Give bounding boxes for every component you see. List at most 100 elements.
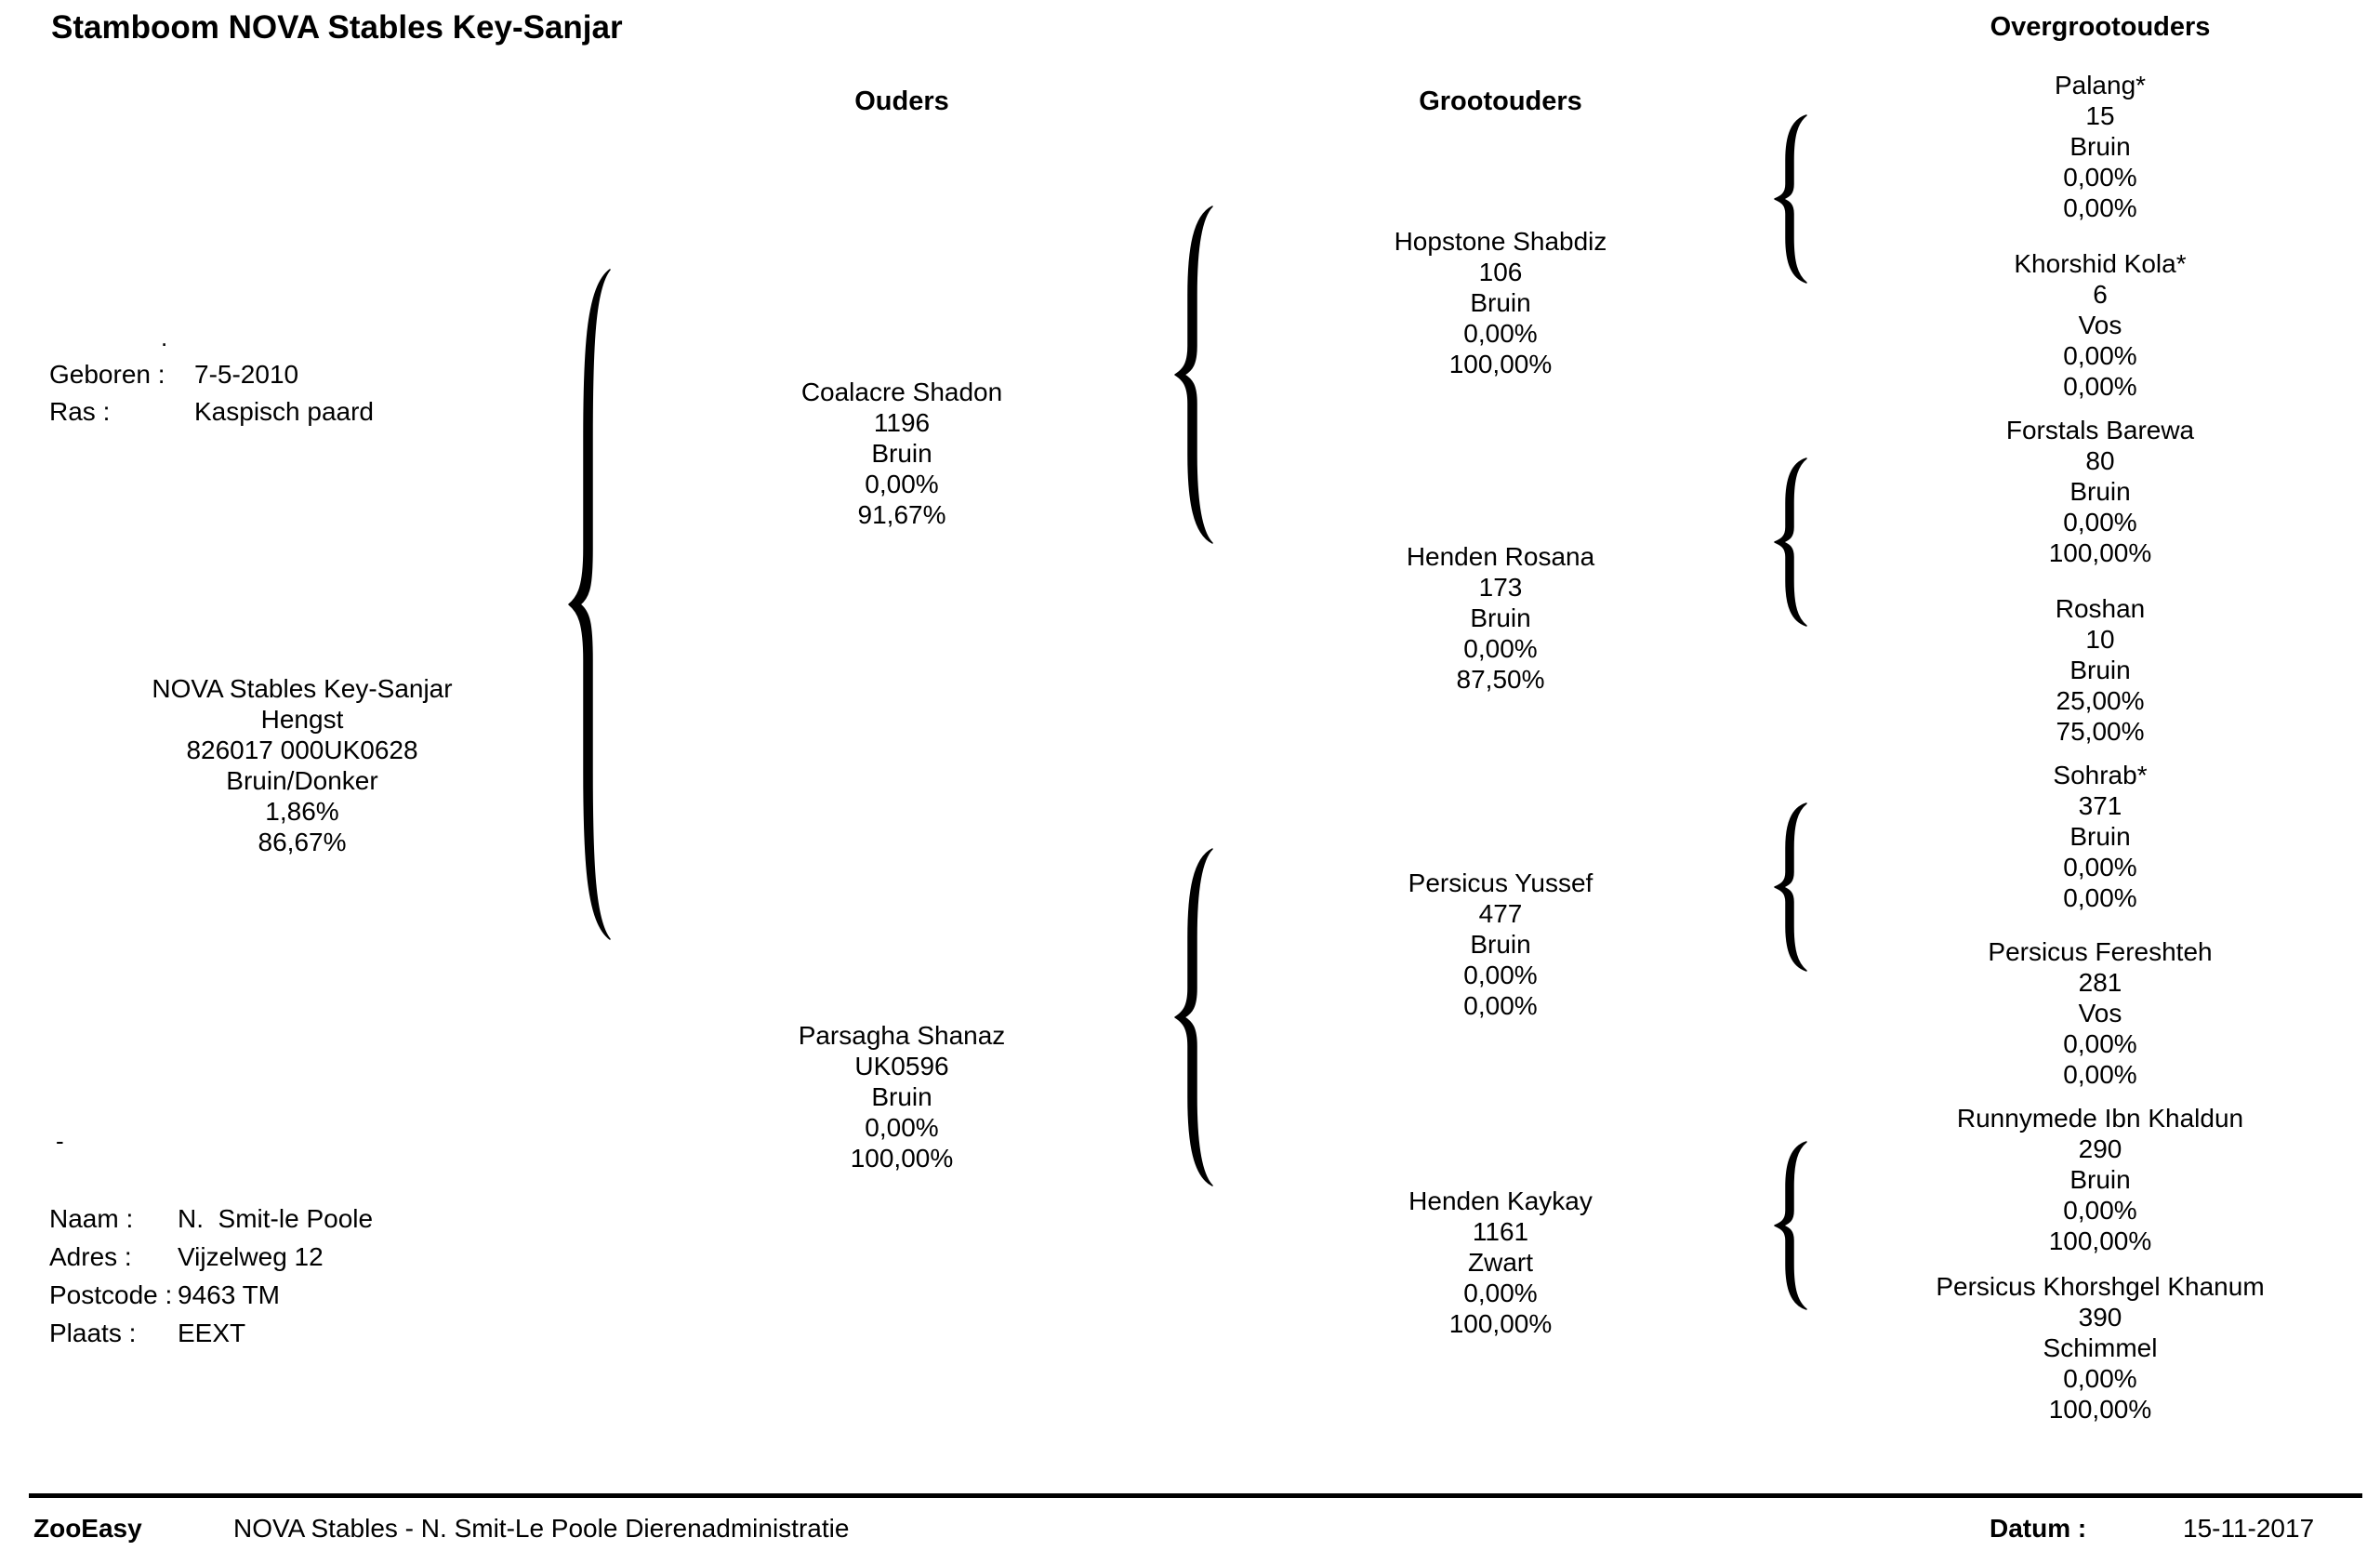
horse-registration: 371 xyxy=(2078,791,2122,820)
subject-horse: NOVA Stables Key-Sanjar Hengst 826017 00… xyxy=(60,673,544,857)
horse-name: Runnymede Ibn Khaldun xyxy=(1956,1104,2244,1133)
horse-name: Henden Kaykay xyxy=(1408,1186,1593,1215)
horse-color: Bruin xyxy=(2069,132,2131,161)
horse-color: Bruin xyxy=(871,1082,932,1111)
horse-name: Parsagha Shanaz xyxy=(798,1021,1006,1050)
horse-percentage-1: 0,00% xyxy=(1463,319,1538,348)
horse-percentage-1: 1,86% xyxy=(265,797,339,826)
parent-sire: Coalacre Shadon 1196 Bruin 0,00% 91,67% xyxy=(660,377,1144,530)
footer-brand: ZooEasy xyxy=(33,1514,142,1543)
horse-registration: 1161 xyxy=(1472,1217,1529,1246)
grandparent-3: Persicus Yussef 477 Bruin 0,00% 0,00% xyxy=(1259,868,1742,1021)
horse-percentage-2: 0,00% xyxy=(2063,372,2137,401)
birth-info: Geboren : 7-5-2010 Ras : Kaspisch paard xyxy=(49,356,421,431)
horse-color: Vos xyxy=(2078,999,2122,1027)
horse-percentage-1: 0,00% xyxy=(865,470,939,498)
horse-registration: 1196 xyxy=(873,408,931,437)
brace-great-grandparents-4 xyxy=(1774,1141,1807,1310)
horse-registration: 281 xyxy=(2078,968,2122,997)
horse-registration: 106 xyxy=(1478,258,1523,286)
column-header-grandparents: Grootouders xyxy=(1419,86,1582,116)
horse-registration: 15 xyxy=(2085,101,2115,130)
horse-name: Khorshid Kola* xyxy=(2014,249,2187,278)
great-grandparent-3: Forstals Barewa 80 Bruin 0,00% 100,00% xyxy=(1858,415,2342,568)
horse-percentage-1: 0,00% xyxy=(2063,163,2137,192)
horse-percentage-2: 100,00% xyxy=(1448,350,1553,378)
great-grandparent-2: Khorshid Kola* 6 Vos 0,00% 0,00% xyxy=(1858,248,2342,402)
horse-name: Hopstone Shabdiz xyxy=(1394,227,1607,256)
horse-color: Bruin/Donker xyxy=(226,766,378,795)
horse-percentage-2: 0,00% xyxy=(2063,1060,2137,1089)
horse-percentage-2: 0,00% xyxy=(1463,991,1538,1020)
horse-percentage-2: 0,00% xyxy=(2063,193,2137,222)
born-label: Geboren : xyxy=(49,360,165,389)
horse-percentage-2: 100,00% xyxy=(2048,1226,2152,1255)
brace-grandparents-2 xyxy=(1174,848,1213,1186)
horse-name: Coalacre Shadon xyxy=(800,378,1003,406)
grandparent-1: Hopstone Shabdiz 106 Bruin 0,00% 100,00% xyxy=(1259,226,1742,379)
horse-color: Bruin xyxy=(2069,1165,2131,1194)
owner-address-label: Adres : xyxy=(49,1242,132,1271)
footer-date-value: 15-11-2017 xyxy=(2183,1514,2315,1543)
horse-percentage-1: 0,00% xyxy=(865,1113,939,1142)
horse-color: Bruin xyxy=(871,439,932,468)
owner-postcode-value: 9463 TM xyxy=(178,1280,280,1309)
horse-percentage-1: 0,00% xyxy=(2063,508,2137,537)
owner-postcode-label: Postcode : xyxy=(49,1280,173,1309)
horse-registration: UK0596 xyxy=(854,1052,949,1080)
horse-percentage-2: 87,50% xyxy=(1456,665,1545,694)
horse-name: Persicus Fereshteh xyxy=(1988,937,2213,966)
horse-registration: 290 xyxy=(2078,1134,2122,1163)
horse-color: Bruin xyxy=(1470,930,1531,959)
horse-registration: 477 xyxy=(1478,899,1523,928)
horse-color: Bruin xyxy=(1470,288,1531,317)
horse-sex: Hengst xyxy=(260,705,344,734)
horse-percentage-1: 0,00% xyxy=(2063,1364,2137,1393)
stray-mark: - xyxy=(56,1127,64,1155)
parent-dam: Parsagha Shanaz UK0596 Bruin 0,00% 100,0… xyxy=(660,1020,1144,1173)
horse-name: Palang* xyxy=(2054,71,2147,99)
horse-percentage-2: 0,00% xyxy=(2063,883,2137,912)
horse-percentage-2: 100,00% xyxy=(1448,1309,1553,1338)
horse-name: Persicus Yussef xyxy=(1408,868,1593,897)
great-grandparent-7: Runnymede Ibn Khaldun 290 Bruin 0,00% 10… xyxy=(1858,1103,2342,1256)
horse-color: Vos xyxy=(2078,311,2122,339)
horse-color: Bruin xyxy=(2069,656,2131,684)
horse-percentage-1: 25,00% xyxy=(2056,686,2145,715)
horse-registration: 10 xyxy=(2085,625,2115,654)
page-title: Stamboom NOVA Stables Key-Sanjar xyxy=(51,9,623,46)
horse-registration: 826017 000UK0628 xyxy=(186,736,418,764)
horse-percentage-2: 91,67% xyxy=(857,500,946,529)
born-value: 7-5-2010 xyxy=(194,360,299,389)
owner-name-value: N. Smit-le Poole xyxy=(178,1204,374,1233)
brace-great-grandparents-1 xyxy=(1774,114,1807,284)
horse-percentage-2: 86,67% xyxy=(258,828,347,856)
horse-name: Henden Rosana xyxy=(1406,542,1595,571)
horse-name: Roshan xyxy=(2055,594,2146,623)
horse-percentage-2: 100,00% xyxy=(850,1144,954,1173)
great-grandparent-5: Sohrab* 371 Bruin 0,00% 0,00% xyxy=(1858,760,2342,913)
footer-date-label: Datum : xyxy=(1990,1514,2087,1543)
column-header-parents: Ouders xyxy=(854,86,949,116)
horse-percentage-1: 0,00% xyxy=(1463,961,1538,989)
horse-percentage-1: 0,00% xyxy=(1463,634,1538,663)
great-grandparent-4: Roshan 10 Bruin 25,00% 75,00% xyxy=(1858,593,2342,747)
footer-organization: NOVA Stables - N. Smit-Le Poole Dierenad… xyxy=(233,1514,850,1543)
horse-percentage-1: 0,00% xyxy=(1463,1279,1538,1307)
brace-great-grandparents-2 xyxy=(1774,457,1807,627)
horse-percentage-1: 0,00% xyxy=(2063,853,2137,882)
horse-registration: 173 xyxy=(1478,573,1523,602)
horse-percentage-1: 0,00% xyxy=(2063,341,2137,370)
horse-percentage-2: 100,00% xyxy=(2048,1395,2152,1424)
horse-color: Schimmel xyxy=(2043,1333,2158,1362)
brace-parents xyxy=(568,269,611,940)
owner-address-value: Vijzelweg 12 xyxy=(178,1242,324,1271)
great-grandparent-8: Persicus Khorshgel Khanum 390 Schimmel 0… xyxy=(1858,1271,2342,1425)
horse-name: Forstals Barewa xyxy=(2005,416,2195,444)
brace-grandparents-1 xyxy=(1174,205,1213,544)
horse-color: Bruin xyxy=(2069,822,2131,851)
horse-color: Bruin xyxy=(1470,603,1531,632)
great-grandparent-6: Persicus Fereshteh 281 Vos 0,00% 0,00% xyxy=(1858,936,2342,1090)
great-grandparent-1: Palang* 15 Bruin 0,00% 0,00% xyxy=(1858,70,2342,223)
horse-registration: 6 xyxy=(2093,280,2108,309)
